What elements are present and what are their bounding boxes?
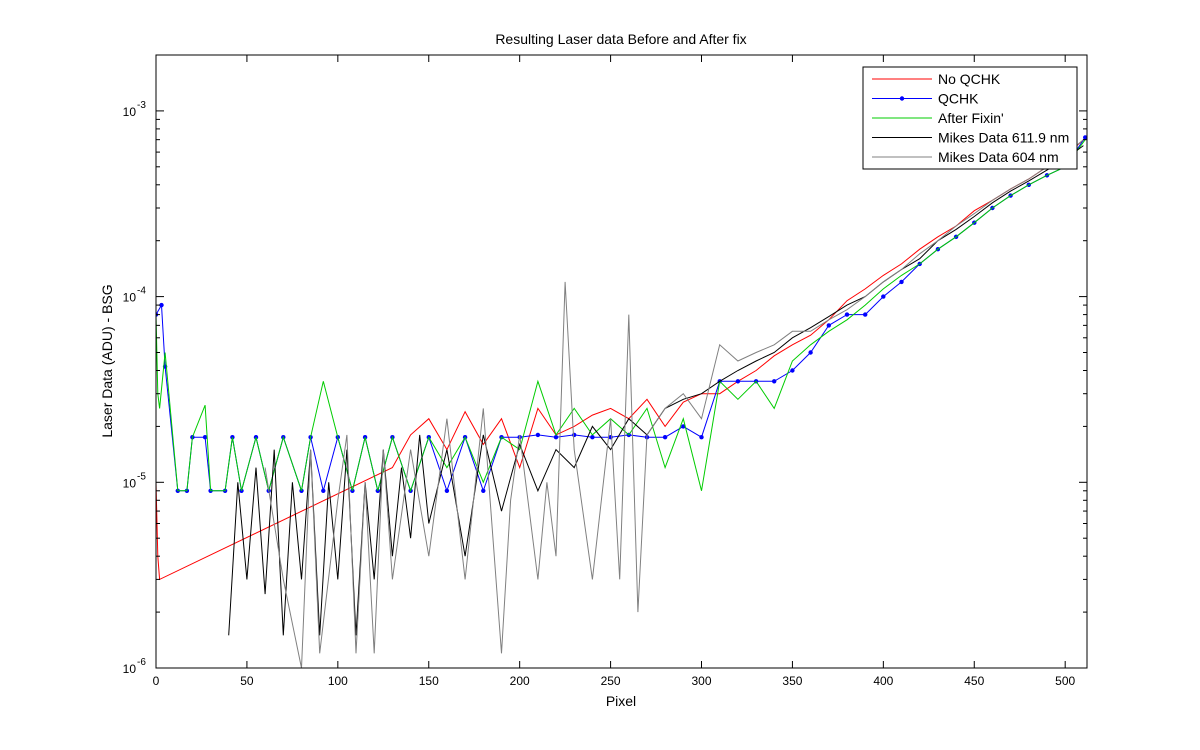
y-tick-exponent: -5 (137, 471, 146, 482)
y-tick-exponent: -4 (137, 286, 146, 297)
legend-label: No QCHK (938, 71, 1001, 87)
series-1-point (553, 435, 559, 440)
series-1-point (159, 302, 164, 308)
series-1-point (790, 368, 795, 373)
series-1-point (321, 488, 326, 493)
x-tick-label: 500 (1055, 674, 1075, 688)
x-tick-label: 0 (153, 674, 160, 688)
legend-label: QCHK (938, 91, 979, 107)
chart-title: Resulting Laser data Before and After fi… (495, 31, 746, 47)
series-1-point (826, 323, 831, 328)
x-tick-label: 50 (240, 674, 254, 688)
legend-label: Mikes Data 611.9 nm (938, 130, 1069, 146)
y-tick-label: 10 (123, 476, 137, 490)
series-1-point (444, 488, 450, 493)
series-1-point (572, 432, 577, 438)
series-1-point (844, 312, 850, 317)
y-tick-label: 10 (123, 105, 137, 119)
series-1-point (681, 424, 686, 429)
y-tick-exponent: -6 (137, 657, 146, 668)
x-tick-label: 400 (873, 674, 893, 688)
series-1-point (662, 435, 668, 440)
x-tick-label: 250 (601, 674, 621, 688)
legend-marker (899, 96, 905, 101)
x-tick-label: 150 (419, 674, 439, 688)
axes-box (155, 54, 1088, 669)
x-axis-label: Pixel (606, 693, 636, 709)
series-1-point (699, 435, 704, 440)
series-layer (156, 135, 1087, 668)
series-1-point (881, 294, 886, 299)
legend: No QCHK QCHK After Fixin' Mikes Data 611.9 … (862, 66, 1078, 170)
y-tick-label: 10 (123, 662, 137, 676)
series-1-point (535, 432, 541, 438)
y-tick-exponent: -3 (137, 100, 146, 111)
series-1-point (772, 379, 777, 384)
series-1-point (735, 379, 741, 384)
y-axis-label: Laser Data (ADU) - BSG (99, 284, 115, 437)
x-tick-label: 100 (328, 674, 348, 688)
x-tick-label: 300 (691, 674, 711, 688)
legend-entries: No QCHK QCHK After Fixin' Mikes Data 611.9 … (872, 71, 1069, 165)
legend-label: Mikes Data 604 nm (938, 149, 1059, 165)
legend-label: After Fixin' (938, 110, 1004, 126)
x-tick-label: 450 (964, 674, 984, 688)
series-1-point (1083, 135, 1087, 140)
series-1-point (590, 435, 595, 440)
series-line-2 (156, 139, 1086, 493)
x-axis: 0 50 100 150 200 250 300 350 400 450 500 (153, 55, 1076, 688)
series-1-point (481, 488, 486, 493)
series-1-point (808, 350, 813, 355)
x-tick-label: 350 (782, 674, 802, 688)
series-1-point (863, 312, 868, 317)
series-line-4 (264, 139, 1084, 668)
y-tick-label: 10 (123, 291, 137, 305)
y-axis: 10-610-510-410-3 (123, 100, 1087, 676)
series-1-point (899, 279, 904, 285)
x-tick-label: 200 (510, 674, 530, 688)
series-line-3 (228, 145, 1084, 636)
series-1-point (202, 435, 208, 440)
